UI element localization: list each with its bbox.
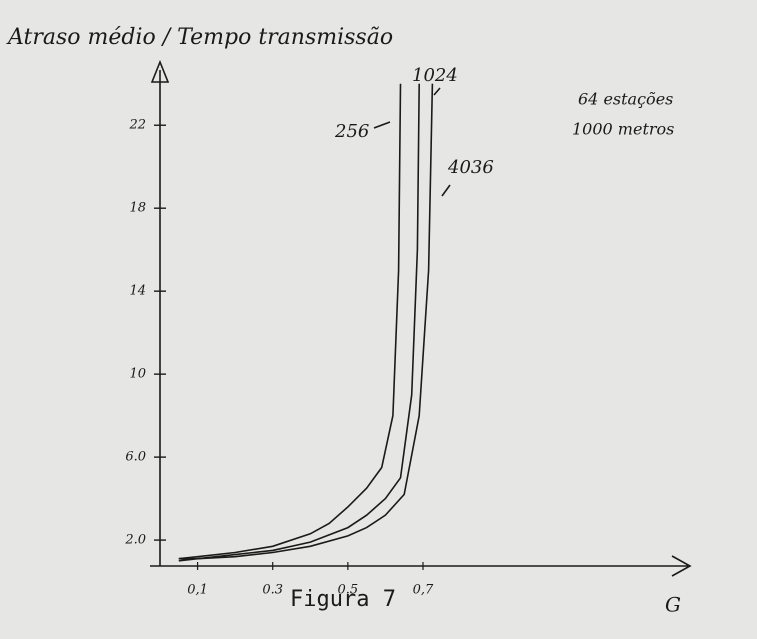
y-tick-label: 6.0 [125, 450, 146, 465]
y-axis-label: Atraso médio / Tempo transmissão [6, 25, 393, 50]
label-arrows [373, 87, 451, 197]
y-tick-label: 18 [129, 201, 146, 216]
series-label: 1024 [412, 65, 458, 86]
y-axis [150, 59, 170, 566]
x-tick-label: 0.3 [262, 583, 283, 598]
series-label: 256 [334, 121, 369, 142]
caption: Figura 7 [290, 587, 396, 612]
x-axis-label: G [665, 593, 681, 617]
y-tick-label: 2.0 [124, 533, 146, 548]
series-label: 4036 [447, 157, 494, 178]
x-tick-label: 0.5 [338, 583, 359, 598]
annotation: 1000 metros [572, 120, 674, 139]
y-tick-label: 14 [129, 284, 146, 299]
annotation: 64 estações [578, 90, 673, 109]
y-tick-label: 22 [128, 118, 146, 133]
x-axis [150, 555, 692, 577]
y-tick-label: 10 [129, 367, 146, 382]
series-line [178, 83, 402, 560]
x-tick-label: 0,7 [413, 583, 434, 598]
series-line [178, 83, 434, 562]
series-line [178, 83, 420, 560]
x-tick-label: 0,1 [187, 583, 208, 598]
